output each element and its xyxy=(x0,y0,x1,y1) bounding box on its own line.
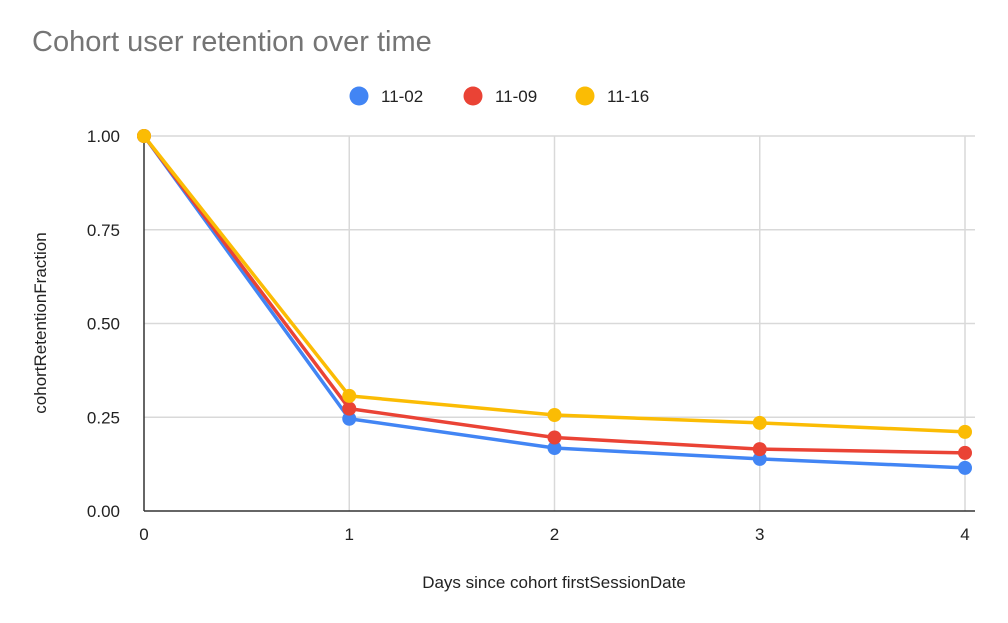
y-tick-label: 1.00 xyxy=(87,127,120,146)
chart-title: Cohort user retention over time xyxy=(32,26,432,58)
legend-marker-11-16 xyxy=(575,86,595,106)
x-tick-label: 4 xyxy=(960,525,969,544)
data-point-11-02 xyxy=(752,451,767,466)
y-tick-label: 0.75 xyxy=(87,221,120,240)
x-tick-label: 3 xyxy=(755,525,764,544)
legend-marker-11-09 xyxy=(463,86,483,106)
legend-label: 11-09 xyxy=(495,87,537,106)
data-point-11-02 xyxy=(342,411,357,426)
data-point-11-16 xyxy=(342,388,357,403)
data-point-11-09 xyxy=(958,445,972,460)
legend-label: 11-16 xyxy=(607,87,649,106)
data-point-11-09 xyxy=(342,401,357,416)
y-tick-label: 0.25 xyxy=(87,408,120,427)
x-tick-label: 2 xyxy=(550,525,559,544)
data-point-11-16 xyxy=(547,408,562,422)
legend-label: 11-02 xyxy=(381,87,423,106)
y-tick-label: 0.50 xyxy=(87,315,120,334)
legend-marker-11-02 xyxy=(349,86,369,106)
y-tick-label: 0.00 xyxy=(87,502,120,521)
data-point-11-16 xyxy=(752,415,767,430)
data-point-11-02 xyxy=(547,441,562,455)
data-point-11-09 xyxy=(547,430,562,445)
x-tick-label: 1 xyxy=(345,525,354,544)
x-axis-title: Days since cohort firstSessionDate xyxy=(422,573,686,592)
data-point-11-02 xyxy=(958,460,972,475)
x-tick-label: 0 xyxy=(139,525,148,544)
y-axis-title: cohortRetentionFraction xyxy=(31,232,50,413)
data-point-11-16 xyxy=(958,424,972,439)
data-point-11-09 xyxy=(752,442,767,457)
data-point-11-16 xyxy=(137,129,151,143)
